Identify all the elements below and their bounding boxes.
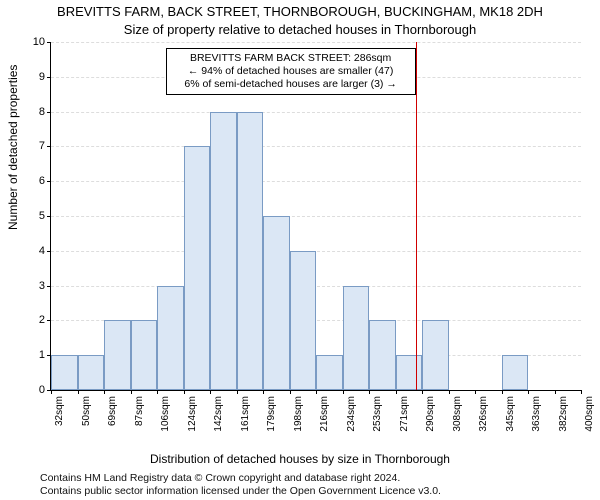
xtick-mark [157, 390, 158, 394]
ytick-mark [47, 320, 51, 321]
xtick-label: 216sqm [319, 396, 330, 432]
xtick-label: 32sqm [54, 396, 65, 426]
ytick-label: 3 [39, 280, 45, 292]
footer-line1: Contains HM Land Registry data © Crown c… [40, 472, 441, 485]
bar [343, 286, 370, 390]
xtick-label: 69sqm [107, 396, 118, 426]
bar [290, 251, 317, 390]
ytick-label: 7 [39, 140, 45, 152]
xtick-mark [290, 390, 291, 394]
xtick-mark [396, 390, 397, 394]
ytick-mark [47, 112, 51, 113]
ytick-label: 6 [39, 175, 45, 187]
xtick-mark [369, 390, 370, 394]
xtick-label: 87sqm [134, 396, 145, 426]
xtick-label: 161sqm [240, 396, 251, 432]
bar [51, 355, 78, 390]
ytick-label: 8 [39, 106, 45, 118]
bar [369, 320, 396, 390]
xtick-label: 198sqm [293, 396, 304, 432]
ytick-mark [47, 286, 51, 287]
xtick-mark [555, 390, 556, 394]
xtick-mark [78, 390, 79, 394]
bar [184, 146, 211, 390]
xtick-label: 345sqm [505, 396, 516, 432]
gridline [51, 286, 581, 287]
marker-line [416, 42, 417, 390]
ytick-label: 4 [39, 245, 45, 257]
xtick-mark [343, 390, 344, 394]
xtick-label: 142sqm [213, 396, 224, 432]
ytick-label: 9 [39, 71, 45, 83]
gridline [51, 251, 581, 252]
bar [210, 112, 237, 390]
bar [78, 355, 105, 390]
xtick-mark [263, 390, 264, 394]
xtick-label: 382sqm [558, 396, 569, 432]
ytick-label: 5 [39, 210, 45, 222]
ytick-label: 0 [39, 384, 45, 396]
xtick-mark [475, 390, 476, 394]
bar [263, 216, 290, 390]
plot-area: BREVITTS FARM BACK STREET: 286sqm ← 94% … [50, 42, 581, 391]
xtick-mark [449, 390, 450, 394]
xtick-label: 308sqm [452, 396, 463, 432]
gridline [51, 42, 581, 43]
xtick-label: 363sqm [531, 396, 542, 432]
bar [502, 355, 529, 390]
annotation-box: BREVITTS FARM BACK STREET: 286sqm ← 94% … [166, 48, 416, 95]
y-axis-label: Number of detached properties [6, 65, 20, 230]
xtick-mark [422, 390, 423, 394]
ytick-label: 10 [33, 36, 45, 48]
bar [157, 286, 184, 390]
ytick-mark [47, 216, 51, 217]
chart-title-line2: Size of property relative to detached ho… [0, 22, 600, 37]
xtick-label: 271sqm [399, 396, 410, 432]
xtick-label: 179sqm [266, 396, 277, 432]
bar [104, 320, 131, 390]
xtick-mark [184, 390, 185, 394]
bar [422, 320, 449, 390]
xtick-mark [131, 390, 132, 394]
chart-title-line1: BREVITTS FARM, BACK STREET, THORNBOROUGH… [0, 4, 600, 19]
xtick-mark [528, 390, 529, 394]
xtick-mark [210, 390, 211, 394]
gridline [51, 181, 581, 182]
xtick-label: 124sqm [187, 396, 198, 432]
ytick-label: 1 [39, 349, 45, 361]
xtick-mark [581, 390, 582, 394]
xtick-label: 234sqm [346, 396, 357, 432]
gridline [51, 112, 581, 113]
xtick-label: 290sqm [425, 396, 436, 432]
xtick-label: 50sqm [81, 396, 92, 426]
xtick-mark [104, 390, 105, 394]
x-axis-label: Distribution of detached houses by size … [0, 452, 600, 466]
ytick-mark [47, 77, 51, 78]
xtick-label: 106sqm [160, 396, 171, 432]
ytick-mark [47, 146, 51, 147]
bar [316, 355, 343, 390]
gridline [51, 216, 581, 217]
xtick-label: 400sqm [584, 396, 595, 432]
gridline [51, 146, 581, 147]
bar [237, 112, 264, 390]
ytick-mark [47, 181, 51, 182]
ytick-mark [47, 251, 51, 252]
annotation-line1: BREVITTS FARM BACK STREET: 286sqm [173, 52, 409, 65]
bar [131, 320, 158, 390]
footer-line2: Contains public sector information licen… [40, 485, 441, 498]
xtick-mark [316, 390, 317, 394]
annotation-line3: 6% of semi-detached houses are larger (3… [173, 78, 409, 91]
xtick-label: 253sqm [372, 396, 383, 432]
xtick-label: 326sqm [478, 396, 489, 432]
ytick-mark [47, 42, 51, 43]
footer-text: Contains HM Land Registry data © Crown c… [40, 472, 441, 498]
xtick-mark [237, 390, 238, 394]
xtick-mark [502, 390, 503, 394]
annotation-line2: ← 94% of detached houses are smaller (47… [173, 65, 409, 78]
bar [396, 355, 423, 390]
xtick-mark [51, 390, 52, 394]
ytick-label: 2 [39, 314, 45, 326]
